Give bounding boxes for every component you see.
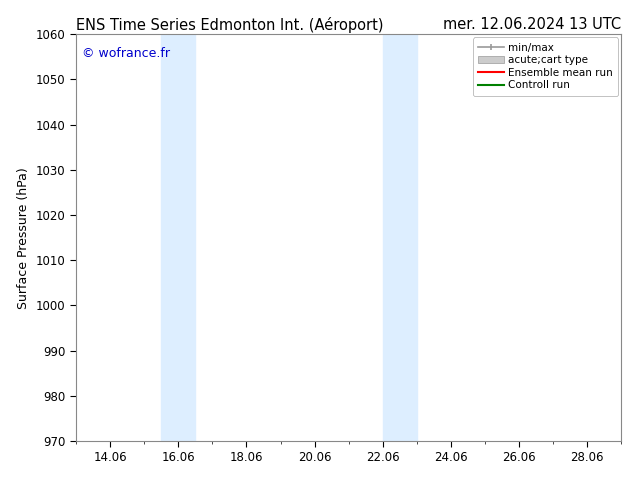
Title: ENS Time Series Edmonton Int. (Aéroport)      mer. 12.06.2024 13 UTC: ENS Time Series Edmonton Int. (Aéroport)… <box>0 489 1 490</box>
Y-axis label: Surface Pressure (hPa): Surface Pressure (hPa) <box>17 167 30 309</box>
Text: mer. 12.06.2024 13 UTC: mer. 12.06.2024 13 UTC <box>443 17 621 32</box>
Bar <box>161 34 195 441</box>
Text: ENS Time Series Edmonton Int. (Aéroport): ENS Time Series Edmonton Int. (Aéroport) <box>76 17 384 33</box>
Legend: min/max, acute;cart type, Ensemble mean run, Controll run: min/max, acute;cart type, Ensemble mean … <box>473 37 618 96</box>
Text: © wofrance.fr: © wofrance.fr <box>82 47 169 59</box>
Bar <box>383 34 417 441</box>
